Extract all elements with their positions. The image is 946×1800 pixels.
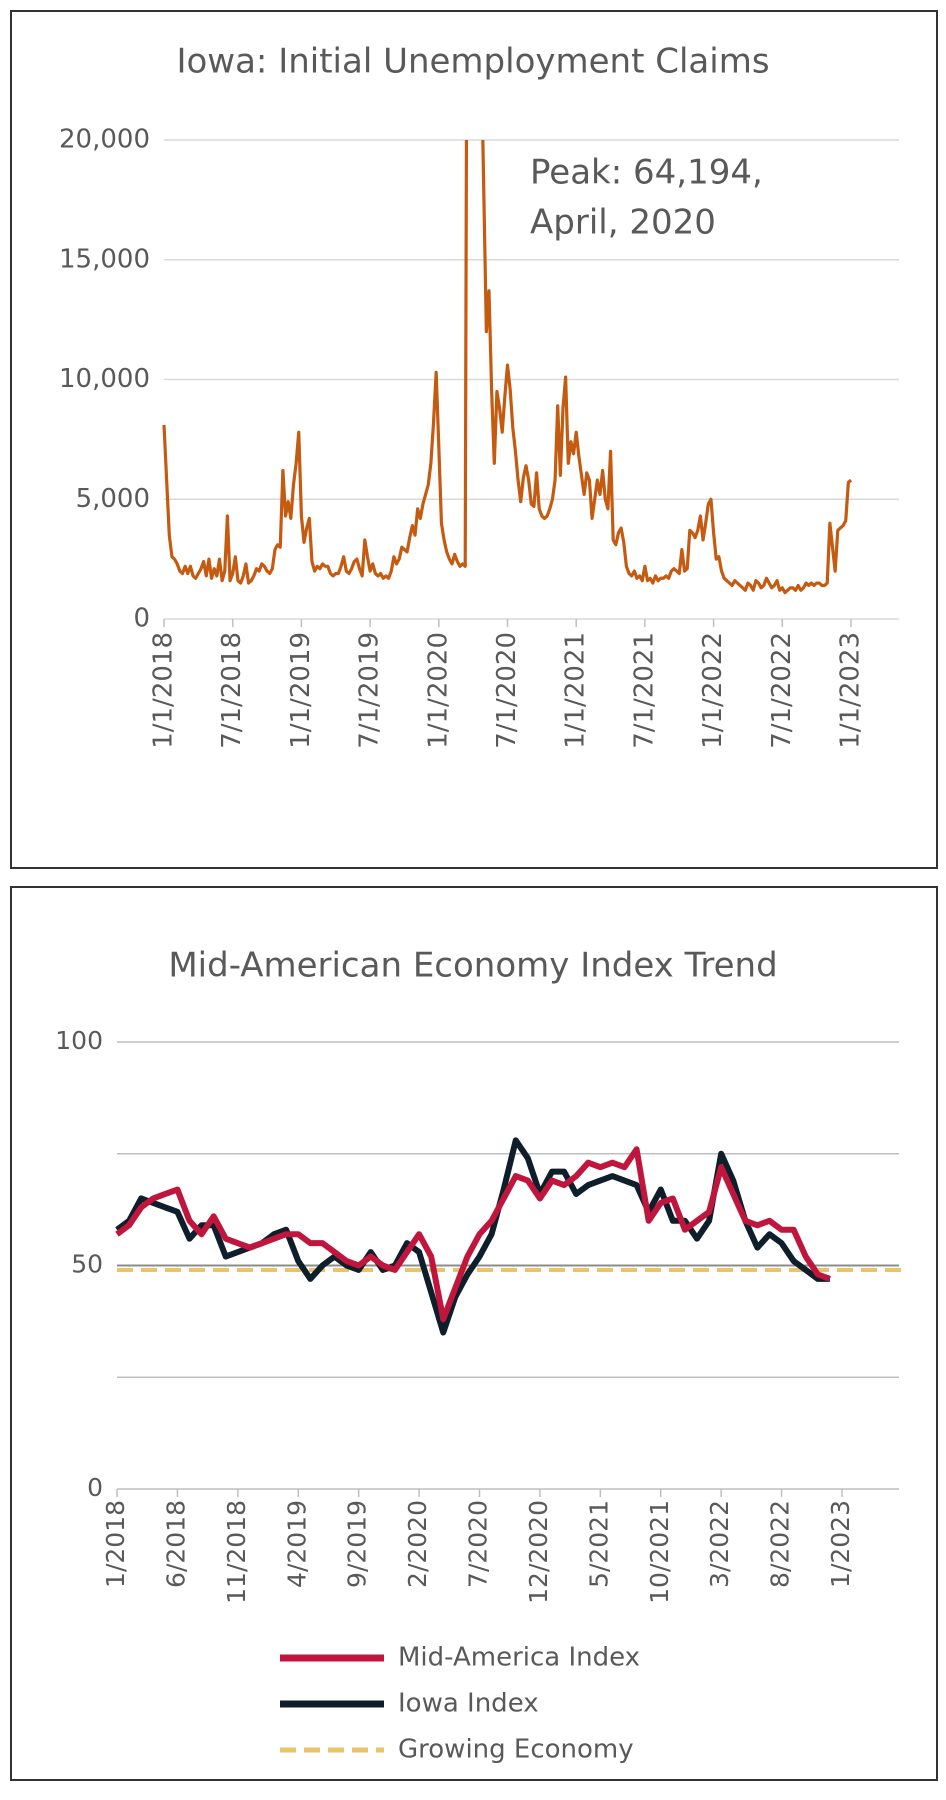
y-tick-label: 5,000 [76, 484, 150, 514]
x-tick-label: 7/1/2018 [217, 632, 247, 749]
x-tick-label: 1/2023 [826, 1500, 855, 1588]
y-tick-label: 100 [55, 1026, 103, 1055]
data-line [115, 1146, 831, 1323]
y-tick-label: 20,000 [59, 125, 150, 155]
x-tick-label: 1/1/2022 [698, 632, 728, 749]
legend-label: Mid-America Index [398, 1643, 640, 1673]
chart-title: Mid-American Economy Index Trend [168, 946, 777, 986]
x-tick-label: 12/2020 [524, 1500, 553, 1604]
x-tick-label: 7/1/2019 [355, 632, 385, 749]
x-tick-label: 1/1/2023 [836, 632, 866, 749]
x-tick-label: 7/1/2020 [492, 632, 522, 749]
chart-frame [10, 886, 938, 1781]
y-tick-label: 50 [71, 1250, 103, 1279]
y-tick-label: 0 [133, 604, 150, 634]
y-tick-label: 10,000 [59, 364, 150, 394]
x-tick-label: 3/2022 [705, 1500, 734, 1588]
y-tick-label: 0 [87, 1473, 103, 1502]
x-tick-label: 2/2020 [403, 1500, 432, 1588]
x-tick-label: 1/1/2019 [286, 632, 316, 749]
x-tick-label: 5/2021 [584, 1500, 613, 1588]
x-tick-label: 11/2018 [222, 1500, 251, 1604]
annotation: April, 2020 [530, 203, 716, 243]
x-tick-label: 10/2021 [645, 1500, 674, 1604]
x-tick-label: 1/1/2020 [423, 632, 453, 749]
legend-label: Iowa Index [398, 1689, 539, 1719]
y-tick-label: 15,000 [59, 244, 150, 274]
x-tick-label: 9/2019 [343, 1500, 372, 1588]
x-tick-label: 6/2018 [161, 1500, 190, 1588]
x-tick-label: 1/1/2018 [149, 632, 179, 749]
legend-label: Growing Economy [398, 1735, 634, 1765]
chart-title: Iowa: Initial Unemployment Claims [176, 42, 769, 82]
data-line [162, 140, 853, 595]
x-tick-label: 7/2020 [464, 1500, 493, 1588]
x-tick-label: 7/1/2022 [767, 632, 797, 749]
x-tick-label: 4/2019 [282, 1500, 311, 1588]
x-tick-label: 1/1/2021 [561, 632, 591, 749]
x-tick-label: 8/2022 [766, 1500, 795, 1588]
annotation: Peak: 64,194, [530, 153, 763, 193]
x-tick-label: 7/1/2021 [629, 632, 659, 749]
x-tick-label: 1/2018 [101, 1500, 130, 1588]
